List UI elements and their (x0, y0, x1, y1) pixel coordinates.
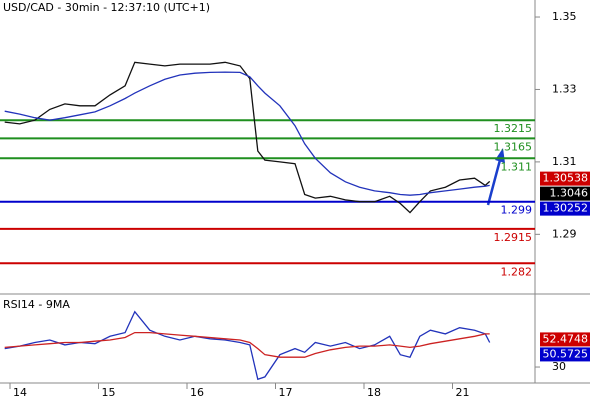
x-tick-label: 17 (279, 386, 293, 399)
price-marker-label: 1.30538 (543, 172, 589, 185)
panel-title: USD/CAD - 30min - 12:37:10 (UTC+1) (3, 1, 210, 14)
price-marker-label: 1.30252 (543, 202, 589, 215)
y-tick-label: 1.33 (552, 82, 577, 95)
price-marker-box (540, 332, 590, 347)
x-tick-label: 14 (13, 386, 27, 399)
price-marker-label: 50.5725 (543, 347, 589, 360)
forecast-arrow (486, 159, 502, 206)
level-label: 1.282 (501, 265, 533, 278)
price-marker-label: 52.4748 (543, 332, 589, 345)
price-marker-box (540, 201, 590, 216)
x-tick-label: 21 (456, 386, 470, 399)
series-line (4, 61, 491, 214)
series-line (4, 310, 491, 381)
series-line (4, 71, 490, 196)
y-tick-label: 1.29 (552, 227, 577, 240)
level-label: 1.311 (501, 160, 533, 173)
level-label: 1.3165 (494, 140, 533, 153)
price-marker-box (540, 171, 590, 186)
y-tick-label: 1.35 (552, 10, 577, 23)
x-tick-label: 15 (102, 386, 116, 399)
series-line (4, 331, 490, 358)
x-tick-label: 18 (367, 386, 381, 399)
price-marker-box (540, 347, 590, 362)
panel-title: RSI14 - 9MA (3, 298, 70, 311)
level-label: 1.2915 (494, 231, 533, 244)
x-tick-label: 16 (190, 386, 204, 399)
price-marker-label: 1.3046 (550, 187, 589, 200)
y-tick-label: 1.31 (552, 155, 577, 168)
level-label: 1.299 (501, 204, 533, 217)
y-tick-label: 30 (552, 360, 566, 373)
level-label: 1.3215 (494, 122, 533, 135)
price-marker-box (540, 186, 590, 201)
